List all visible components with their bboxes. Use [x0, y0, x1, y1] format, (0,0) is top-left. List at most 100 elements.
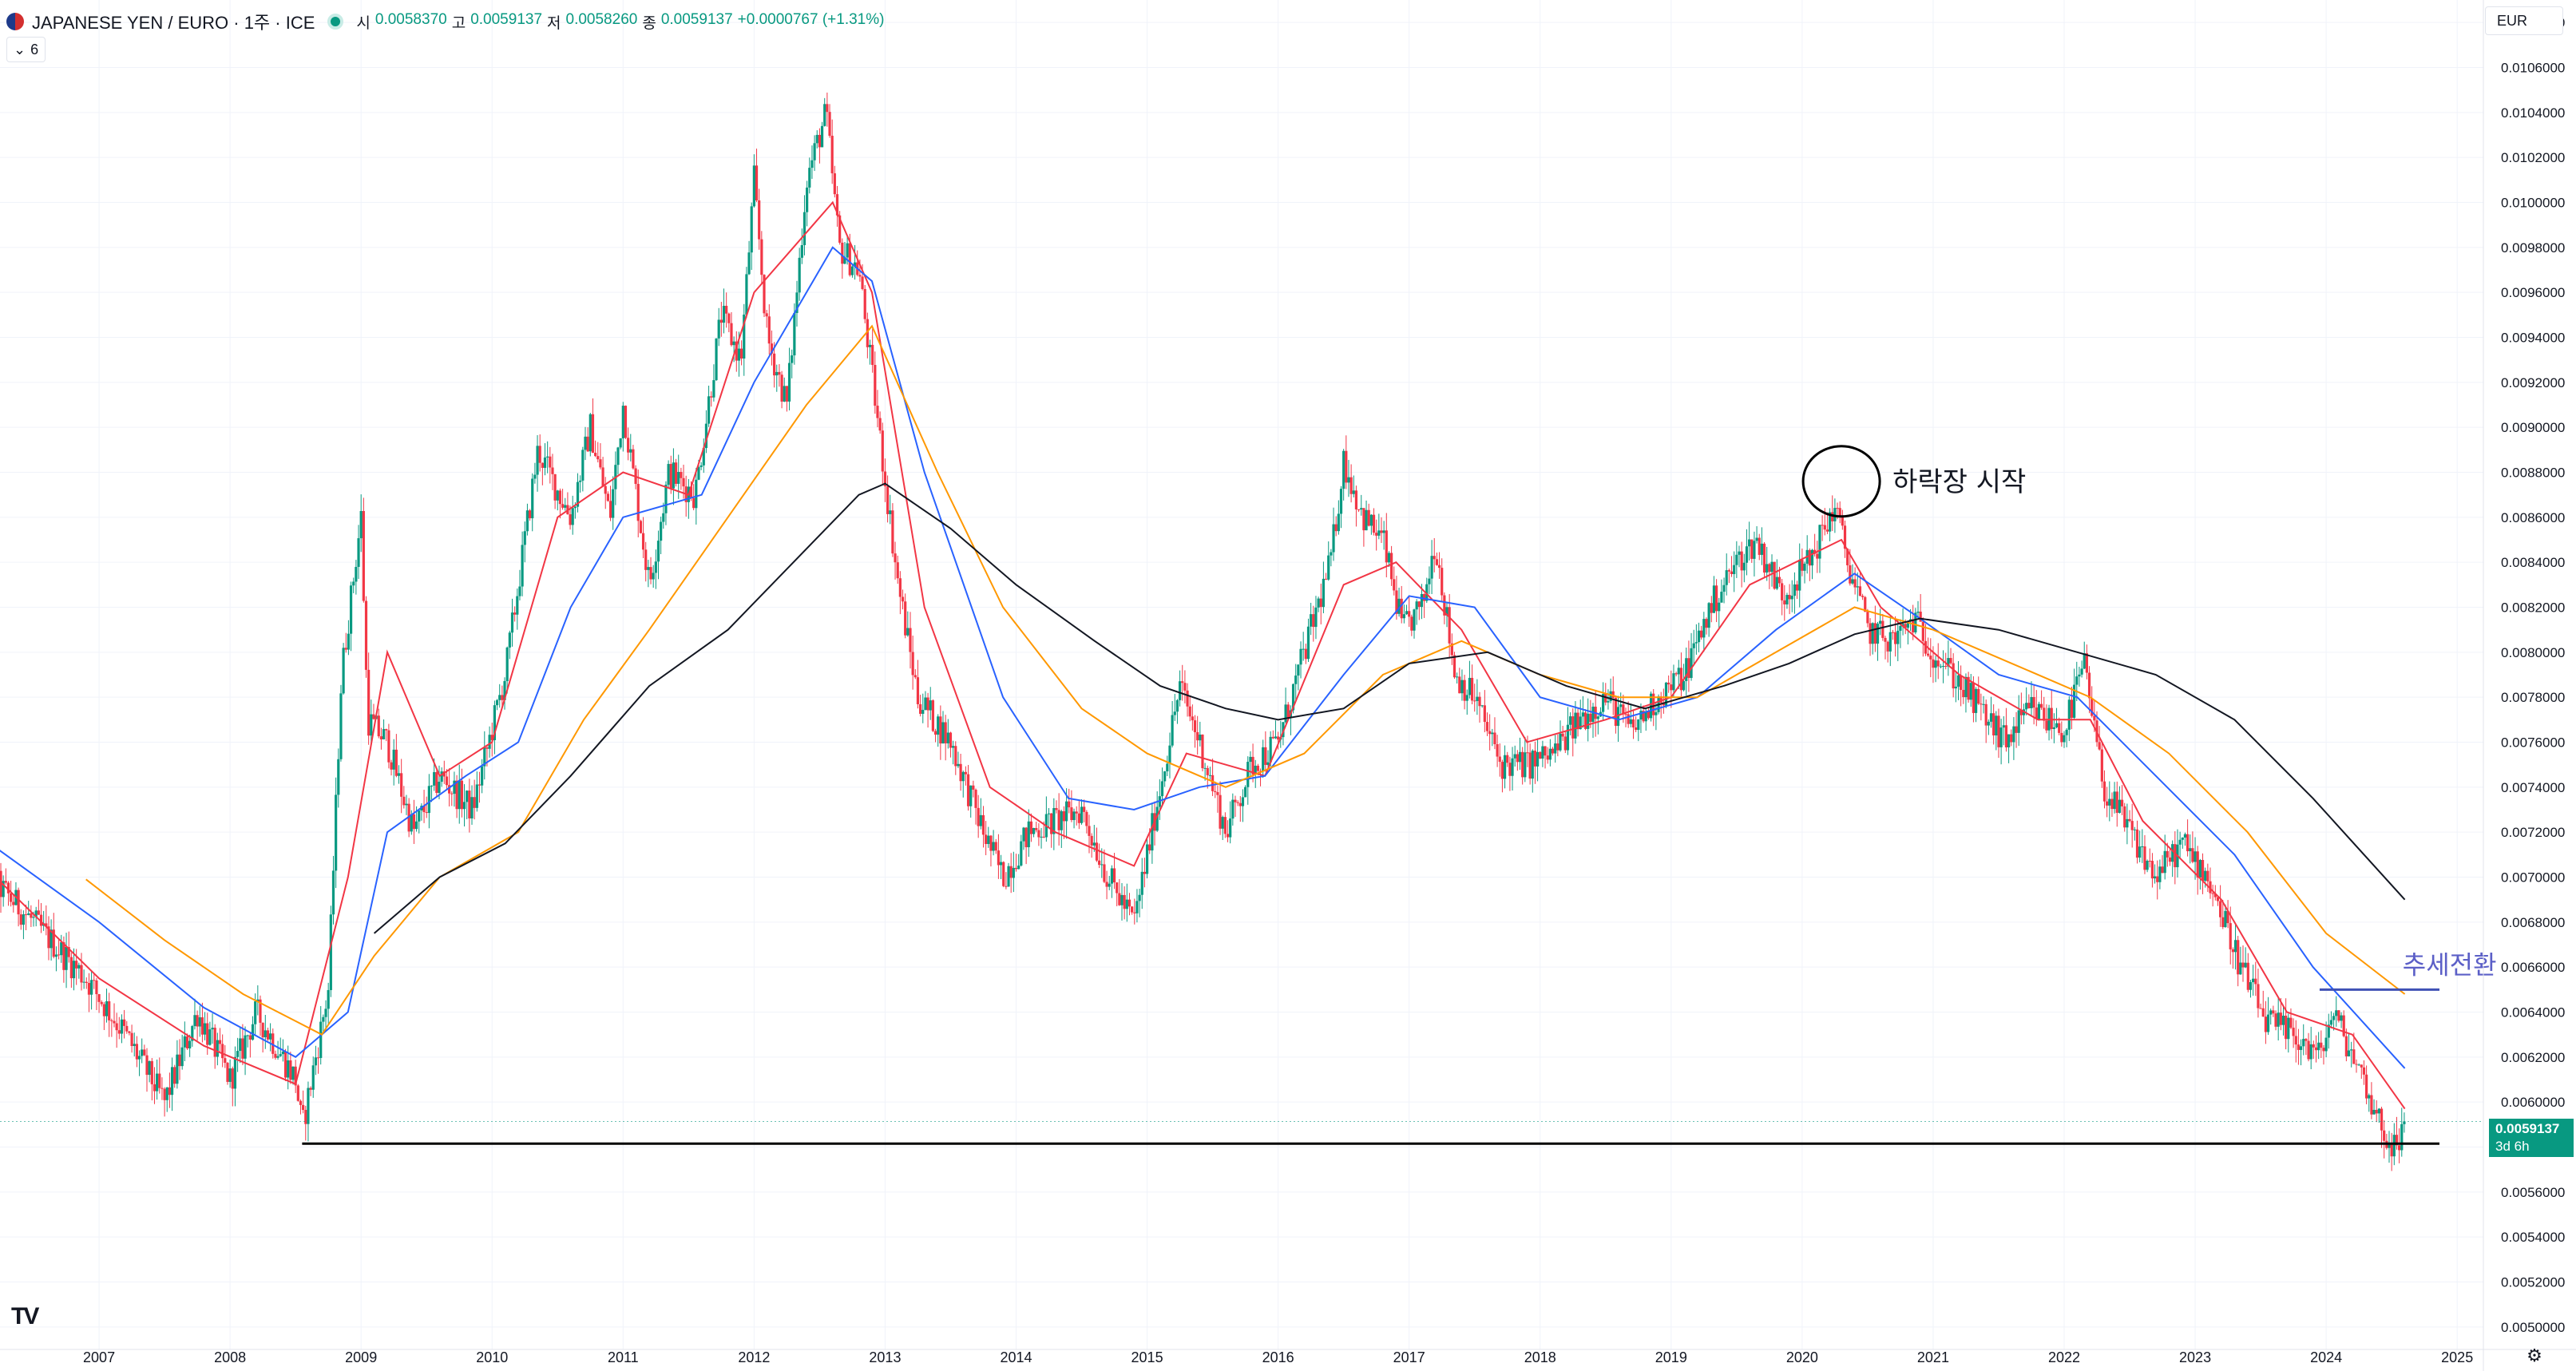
candle-body — [770, 343, 774, 354]
candle-body — [1977, 688, 1980, 704]
symbol-title[interactable]: JAPANESE YEN / EURO · 1주 · ICE — [32, 13, 315, 33]
candle-body — [1919, 611, 1922, 622]
candle-body — [1166, 763, 1169, 772]
candle-body — [1163, 771, 1167, 782]
indicator-toggle-button[interactable]: ⌄ 6 — [6, 37, 46, 62]
candle-body — [130, 1032, 133, 1046]
candle-body — [641, 533, 645, 550]
annotation-trend-change: 추세전환 — [2403, 950, 2497, 981]
candle-body — [1249, 756, 1252, 763]
time-tick-label: 2023 — [2179, 1349, 2211, 1365]
candle-body — [1924, 640, 1928, 654]
candle-body — [2050, 707, 2053, 729]
candle-body — [299, 1100, 303, 1105]
candle-body — [921, 710, 925, 714]
candle-body — [1647, 711, 1651, 719]
candle-body — [2372, 1109, 2376, 1115]
candle-body — [1785, 595, 1789, 604]
candle-body — [632, 449, 635, 469]
candle-body — [2027, 703, 2031, 708]
candle-body — [1445, 607, 1449, 616]
candle-body — [1055, 808, 1058, 810]
candle-body — [664, 485, 668, 513]
candle-body — [1123, 894, 1126, 909]
candle-body — [894, 553, 897, 563]
candle-body — [87, 983, 91, 995]
candle-body — [1939, 666, 1943, 668]
candle-body — [1393, 579, 1396, 591]
candle-body — [1120, 894, 1124, 905]
candle-body — [1589, 713, 1592, 723]
candle-body — [1823, 525, 1826, 530]
candle-body — [85, 981, 88, 984]
candle-body — [1493, 732, 1496, 745]
candle-body — [1211, 775, 1215, 791]
candle-body — [619, 438, 622, 448]
candle-body — [254, 1001, 257, 1024]
candle-body — [1020, 841, 1023, 866]
candle-body — [2398, 1145, 2401, 1151]
candle-body — [483, 747, 486, 767]
candle-body — [601, 467, 604, 486]
candle-body — [168, 1087, 172, 1096]
market-status-icon[interactable] — [327, 14, 344, 30]
candle-body — [2285, 1015, 2288, 1040]
candle-body — [302, 1104, 305, 1111]
candle-body — [394, 749, 398, 776]
candle-body — [80, 965, 83, 983]
tradingview-logo[interactable]: TV — [11, 1303, 39, 1329]
circle-marker — [1801, 445, 1881, 518]
price-tick-label: 0.0062000 — [2501, 1050, 2565, 1065]
candle-body — [397, 773, 401, 776]
candle-body — [979, 814, 982, 826]
price-axis[interactable]: 0.01080000.01060000.01040000.01020000.01… — [2483, 0, 2565, 1371]
candle-body — [62, 942, 65, 970]
candle-body — [1813, 549, 1817, 554]
candle-body — [1980, 703, 1983, 705]
candle-body — [17, 890, 20, 915]
candle-body — [1662, 702, 1665, 706]
candle-body — [97, 994, 101, 1002]
candle-body — [977, 807, 980, 826]
candle-body — [1465, 695, 1468, 701]
candle-body — [660, 521, 663, 541]
candle-body — [418, 810, 421, 822]
candle-body — [1906, 621, 1909, 628]
candle-body — [173, 1067, 176, 1084]
candle-body — [335, 794, 338, 871]
candle-body — [2261, 1008, 2265, 1017]
candle-body — [1496, 744, 1499, 757]
currency-selector[interactable]: EUR — [2485, 6, 2563, 35]
gear-icon[interactable]: ⚙ — [2526, 1345, 2542, 1365]
candle-body — [891, 510, 894, 554]
candle-body — [924, 697, 927, 711]
candle-body — [283, 1051, 287, 1078]
candle-body — [475, 784, 478, 808]
candle-body — [1483, 705, 1486, 723]
candle-body — [1095, 842, 1099, 861]
candle-body — [2201, 859, 2205, 882]
candle-body — [739, 348, 743, 359]
candle-body — [218, 1040, 222, 1044]
candle-body — [785, 386, 788, 402]
candle-body — [2257, 984, 2260, 1008]
candle-body — [1984, 703, 1987, 726]
candle-body — [128, 1031, 131, 1033]
candle-body — [60, 942, 63, 956]
candle-body — [180, 1047, 184, 1067]
candle-body — [906, 628, 910, 636]
candle-body — [1624, 714, 1627, 715]
time-axis[interactable]: 2007 2008 2009 2010 2011 2012 2013 2014 2015 2016… — [0, 1349, 2576, 1365]
candle-body — [1690, 648, 1693, 679]
candle-body — [178, 1054, 181, 1067]
candle-body — [2392, 1135, 2396, 1157]
candle-body — [2344, 1036, 2348, 1056]
candle-body — [2085, 653, 2088, 673]
candle-body — [1347, 477, 1350, 483]
candle-body — [1758, 537, 1761, 555]
candle-body — [800, 245, 803, 258]
candle-body — [2025, 703, 2028, 710]
candle-body — [2060, 732, 2063, 743]
